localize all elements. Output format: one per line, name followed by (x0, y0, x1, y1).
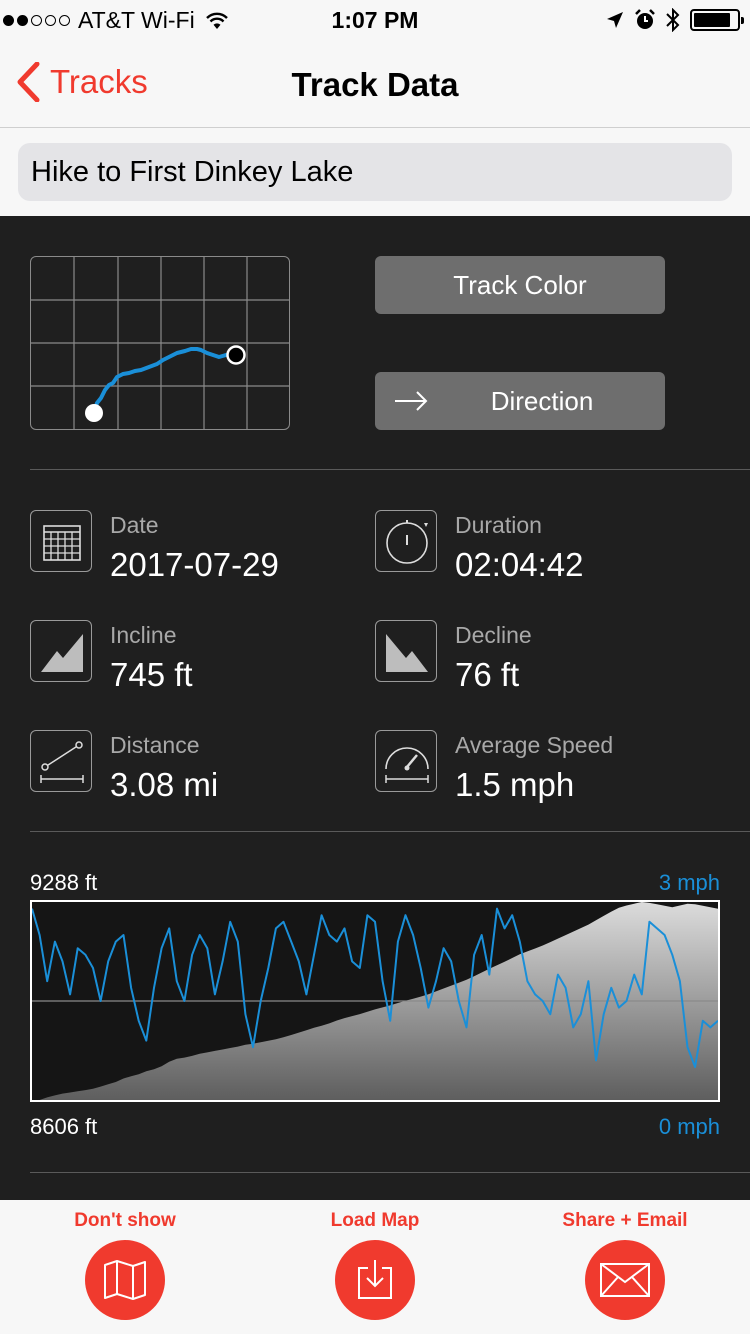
average-speed-value: 1.5 mph (455, 766, 575, 803)
track-name-section (0, 129, 750, 216)
track-start-marker (85, 404, 103, 422)
divider (30, 469, 750, 470)
stat-date: Date 2017-07-29 (30, 510, 350, 590)
direction-label: Direction (490, 385, 594, 416)
load-map-label: Load Map (330, 1210, 420, 1231)
date-value: 2017-07-29 (110, 546, 279, 583)
bluetooth-icon (666, 8, 680, 32)
direction-button[interactable]: Direction (375, 372, 665, 430)
elevation-min-label: 8606 ft (30, 1114, 98, 1139)
chart-border (30, 900, 720, 1102)
wifi-icon (205, 12, 228, 29)
decline-label: Decline (455, 622, 532, 648)
decline-value: 76 ft (455, 656, 520, 693)
arrow-right-icon (395, 391, 428, 411)
back-button-label: Tracks (50, 63, 148, 100)
track-name-field[interactable] (18, 143, 732, 201)
speed-line (31, 907, 719, 1068)
download-icon (335, 1240, 415, 1320)
stat-decline: Decline 76 ft (375, 620, 695, 700)
distance-icon (30, 730, 92, 792)
track-details-panel: Track Color Direction Date 2017-07-29 (0, 216, 750, 1200)
dont-show-button[interactable]: Don't show (0, 1200, 250, 1334)
distance-label: Distance (110, 732, 200, 758)
stat-duration: Duration 02:04:42 (375, 510, 695, 590)
elevation-max-label: 9288 ft (30, 870, 98, 895)
status-time: 1:07 PM (331, 7, 419, 33)
signal-strength-icon (3, 15, 70, 26)
page-title: Track Data (291, 66, 459, 103)
speedometer-icon (375, 730, 437, 792)
incline-icon (30, 620, 92, 682)
divider (30, 1172, 750, 1173)
duration-label: Duration (455, 512, 542, 538)
calendar-icon (30, 510, 92, 572)
carrier-label: AT&T Wi-Fi (78, 7, 195, 33)
track-end-marker (226, 345, 246, 365)
status-bar: AT&T Wi-Fi 1:07 PM (0, 0, 750, 40)
back-button[interactable]: Tracks (16, 62, 148, 102)
chart-svg (30, 900, 720, 1102)
load-map-button[interactable]: Load Map (250, 1200, 500, 1334)
incline-label: Incline (110, 622, 177, 648)
map-icon (85, 1240, 165, 1320)
dont-show-label: Don't show (74, 1210, 176, 1231)
alarm-clock-icon (635, 9, 655, 29)
track-map-thumbnail[interactable] (30, 256, 290, 430)
stat-average-speed: Average Speed 1.5 mph (375, 730, 695, 810)
status-right (606, 8, 744, 32)
share-email-button[interactable]: Share + Email (500, 1200, 750, 1334)
track-color-button[interactable]: Track Color (375, 256, 665, 314)
location-arrow-icon (607, 12, 623, 28)
speed-max-label: 3 mph (658, 870, 720, 895)
average-speed-label: Average Speed (455, 732, 614, 758)
track-map-drawing (31, 257, 289, 429)
stat-incline: Incline 745 ft (30, 620, 350, 700)
track-color-label: Track Color (453, 269, 587, 300)
envelope-icon (585, 1240, 665, 1320)
decline-icon (375, 620, 437, 682)
elevation-speed-chart (30, 900, 720, 1102)
distance-value: 3.08 mi (110, 766, 219, 803)
duration-value: 02:04:42 (455, 546, 584, 583)
chevron-left-icon (17, 62, 40, 102)
track-path (92, 347, 238, 415)
battery-level-fill (694, 13, 730, 27)
status-left: AT&T Wi-Fi (0, 7, 229, 34)
incline-value: 745 ft (110, 656, 193, 693)
speed-min-label: 0 mph (658, 1114, 720, 1139)
battery-icon (690, 9, 744, 31)
date-label: Date (110, 512, 159, 538)
stopwatch-icon (375, 510, 437, 572)
divider (30, 831, 750, 832)
navigation-bar: Tracks Track Data (0, 40, 750, 128)
share-email-label: Share + Email (562, 1210, 688, 1231)
bottom-toolbar: Don't show Load Map Share + Email (0, 1200, 750, 1334)
elevation-area (32, 902, 718, 1100)
stat-distance: Distance 3.08 mi (30, 730, 350, 810)
